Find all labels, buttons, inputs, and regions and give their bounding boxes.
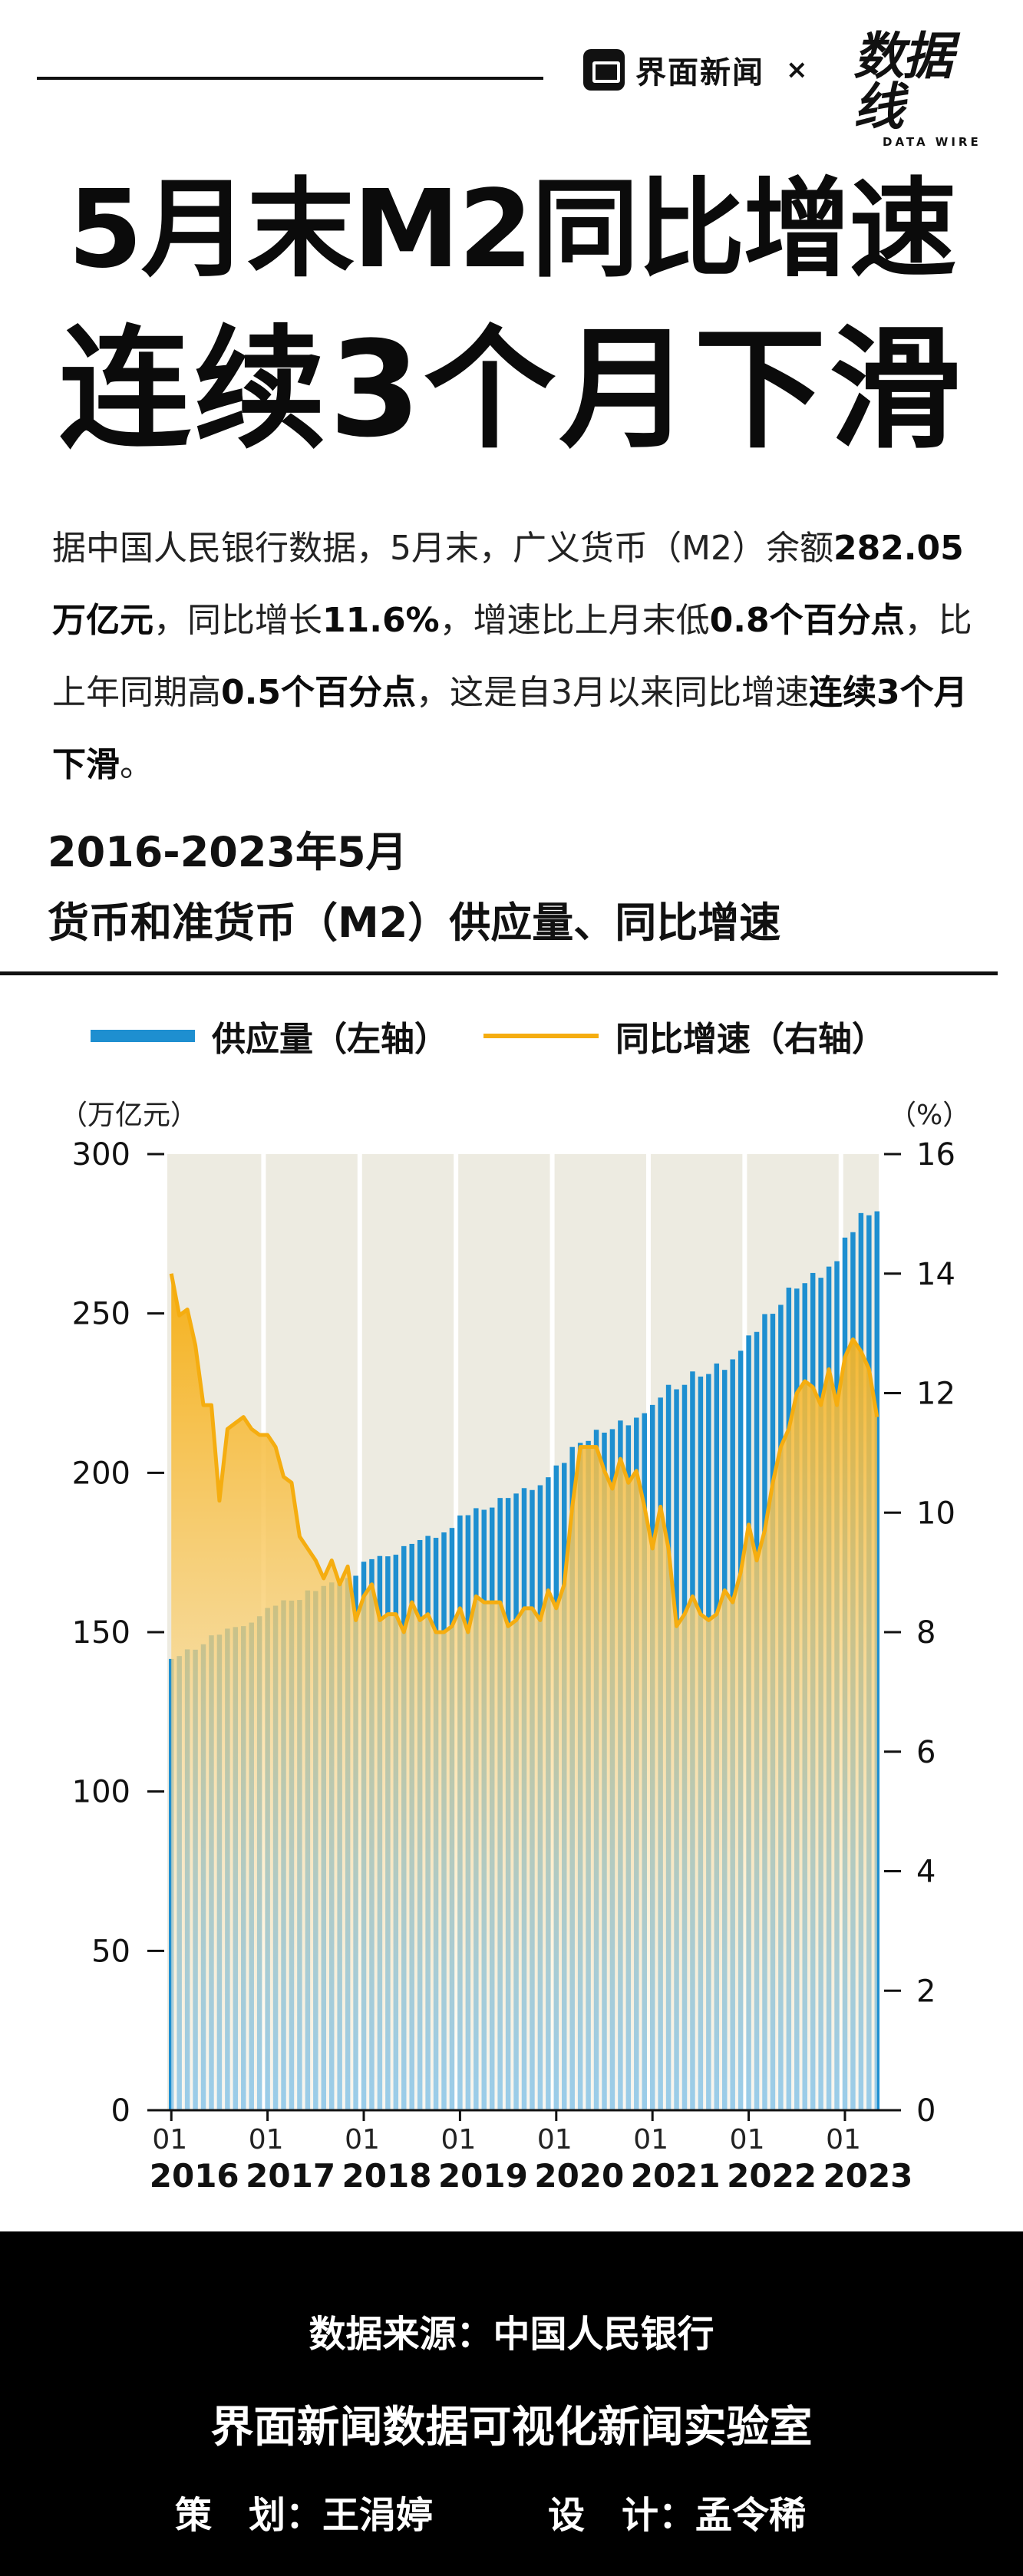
growth-line bbox=[169, 1273, 879, 1634]
intro-highlight-trend: 连续3个月下滑 bbox=[52, 673, 968, 784]
headline-line-2: 连续3个月下滑 bbox=[58, 312, 965, 467]
planning-name: 王涓婷 bbox=[322, 2494, 434, 2537]
intro-text: 。 bbox=[120, 745, 153, 784]
brand-separator: × bbox=[786, 54, 808, 85]
x-month-label: 01 bbox=[152, 2124, 187, 2155]
x-year-label: 2023 bbox=[823, 2157, 913, 2195]
x-year-label: 2021 bbox=[631, 2157, 721, 2195]
right-tick-label: 8 bbox=[916, 1615, 936, 1651]
brand-name: 界面新闻 bbox=[635, 55, 764, 91]
brand: 界面新闻 × bbox=[583, 48, 808, 92]
intro-text: ，这是自3月以来同比增速 bbox=[415, 673, 809, 712]
growth-area bbox=[171, 1273, 877, 2110]
intro-text: ，增速比上月末低 bbox=[439, 601, 710, 640]
chart-title: 2016-2023年5月 货币和准货币（M2）供应量、同比增速 bbox=[48, 817, 780, 958]
legend-bar-label: 供应量（左轴） bbox=[212, 1020, 448, 1059]
x-year-label: 2016 bbox=[150, 2157, 239, 2195]
chart-title-main: 货币和准货币（M2）供应量、同比增速 bbox=[48, 899, 781, 947]
chart-legend: 供应量（左轴） 同比增速（右轴） bbox=[91, 1011, 886, 1060]
x-month-label: 01 bbox=[249, 2124, 284, 2155]
data-wire-logo-text: 数据线 bbox=[853, 26, 953, 137]
intro-highlight-higher: 0.5个百分点 bbox=[221, 673, 416, 712]
data-wire-logo: 数据线 DATA WIRE bbox=[853, 31, 984, 149]
header-rule bbox=[37, 77, 543, 80]
planning-label: 策 划： bbox=[175, 2494, 323, 2537]
header-bar: 界面新闻 × 数据线 DATA WIRE bbox=[0, 0, 1023, 153]
intro-highlight-lower: 0.8个百分点 bbox=[709, 601, 905, 640]
left-tick-label: 100 bbox=[72, 1775, 130, 1810]
right-axis-unit: （%） bbox=[889, 1100, 971, 1131]
credits: 策 划： 王涓婷 设 计： 孟令稀 bbox=[175, 2485, 806, 2538]
x-month-label: 01 bbox=[633, 2124, 668, 2155]
producer-org: 界面新闻数据可视化新闻实验室 bbox=[210, 2403, 813, 2452]
x-year-label: 2019 bbox=[438, 2157, 528, 2195]
right-tick-label: 2 bbox=[916, 1974, 936, 2009]
left-tick-label: 250 bbox=[72, 1297, 130, 1332]
intro-highlight-growth: 11.6% bbox=[322, 601, 440, 640]
left-tick-label: 300 bbox=[72, 1137, 130, 1173]
chart-title-rule bbox=[0, 971, 998, 975]
x-month-label: 01 bbox=[345, 2124, 380, 2155]
right-tick-label: 4 bbox=[916, 1855, 936, 1890]
footer: 数据来源：中国人民银行 界面新闻数据可视化新闻实验室 策 划： 王涓婷 设 计：… bbox=[0, 2231, 1023, 2576]
left-axis-unit: （万亿元） bbox=[60, 1100, 199, 1131]
right-tick-label: 16 bbox=[916, 1137, 955, 1173]
left-tick-label: 200 bbox=[72, 1456, 130, 1491]
x-year-label: 2017 bbox=[246, 2157, 335, 2195]
legend-bar-swatch bbox=[91, 1030, 195, 1042]
intro-paragraph: 据中国人民银行数据，5月末，广义货币（M2）余额282.05万亿元，同比增长11… bbox=[52, 513, 988, 801]
right-tick-label: 12 bbox=[916, 1377, 955, 1412]
intro-text: 据中国人民银行数据，5月末，广义货币（M2）余额 bbox=[52, 529, 833, 568]
design-label: 设 计： bbox=[548, 2494, 696, 2537]
x-month-label: 01 bbox=[730, 2124, 765, 2155]
intro-highlight-balance: 282.05万亿元 bbox=[52, 529, 964, 640]
x-year-label: 2018 bbox=[342, 2157, 432, 2195]
legend-line-swatch bbox=[483, 1034, 599, 1038]
right-tick-label: 6 bbox=[916, 1735, 936, 1770]
data-wire-logo-sub: DATA WIRE bbox=[883, 135, 982, 149]
intro-text: ，比上年同期高 bbox=[52, 601, 972, 712]
right-tick-label: 0 bbox=[916, 2093, 936, 2129]
x-month-label: 01 bbox=[537, 2124, 573, 2155]
chart-title-period: 2016-2023年5月 bbox=[48, 828, 408, 876]
data-source: 数据来源：中国人民银行 bbox=[309, 2313, 714, 2356]
supply-bar bbox=[874, 1211, 880, 2110]
right-tick-label: 14 bbox=[916, 1257, 955, 1292]
left-tick-label: 50 bbox=[91, 1934, 130, 1969]
m2-chart: 0501001502002503000246810121416012016012… bbox=[72, 1137, 955, 2195]
brand-logo-icon bbox=[583, 49, 625, 91]
headline-line-1: 5月末M2同比增速 bbox=[68, 167, 956, 292]
x-year-label: 2020 bbox=[534, 2157, 624, 2195]
left-tick-label: 150 bbox=[72, 1615, 130, 1651]
x-year-label: 2022 bbox=[727, 2157, 817, 2195]
right-tick-label: 10 bbox=[916, 1496, 955, 1531]
intro-text: ，同比增长 bbox=[153, 601, 322, 640]
x-month-label: 01 bbox=[826, 2124, 861, 2155]
legend-line-label: 同比增速（右轴） bbox=[615, 1020, 886, 1059]
left-tick-label: 0 bbox=[111, 2093, 130, 2129]
design-name: 孟令稀 bbox=[695, 2494, 807, 2537]
x-month-label: 01 bbox=[441, 2124, 476, 2155]
